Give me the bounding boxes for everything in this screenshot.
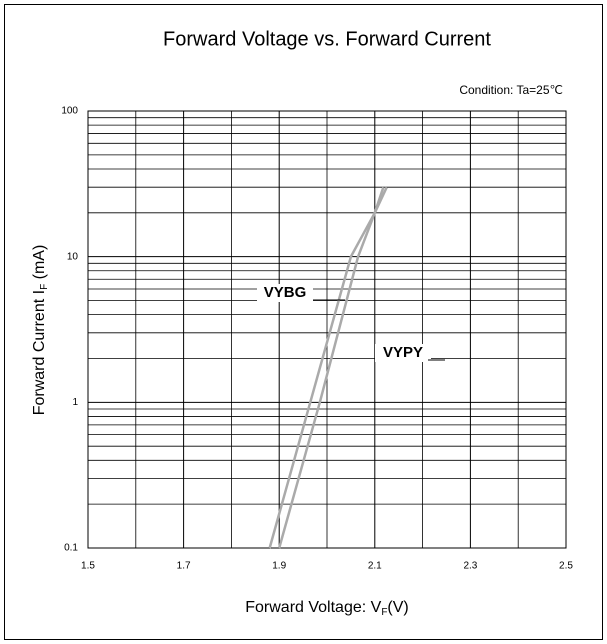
y-label-unit: (mA) (31, 245, 48, 284)
frame (4, 4, 603, 640)
x-label-sub: F (381, 607, 387, 618)
x-tick-label: 2.3 (463, 561, 477, 572)
x-tick-label: 1.7 (177, 561, 191, 572)
label-bg (375, 344, 431, 362)
x-tick-label: 2.1 (368, 561, 382, 572)
x-label-unit: (V) (387, 599, 408, 616)
series-label: VYPY (383, 344, 423, 361)
y-tick-label: 1 (72, 397, 78, 408)
x-tick-label: 1.9 (272, 561, 286, 572)
chart-title: Forward Voltage vs. Forward Current (163, 28, 491, 50)
label-bg (257, 284, 313, 302)
plot-border (87, 110, 567, 549)
y-tick-label: 10 (67, 251, 79, 262)
annotation: Condition: Ta=25℃ (459, 83, 563, 97)
y-label-sub: F (39, 284, 50, 290)
y-tick-label: 0.1 (64, 543, 78, 554)
x-tick-label: 2.5 (559, 561, 573, 572)
series-label: VYBG (264, 284, 307, 301)
series-line (277, 186, 385, 549)
y-axis-label: Forward Current IF (mA) (31, 245, 49, 416)
x-tick-label: 1.5 (81, 561, 95, 572)
y-tick-label: 100 (61, 106, 78, 117)
y-label-main: Forward Current I (31, 290, 48, 415)
x-axis-label: Forward Voltage: VF(V) (245, 599, 409, 617)
x-label-main: Forward Voltage: V (245, 599, 381, 616)
